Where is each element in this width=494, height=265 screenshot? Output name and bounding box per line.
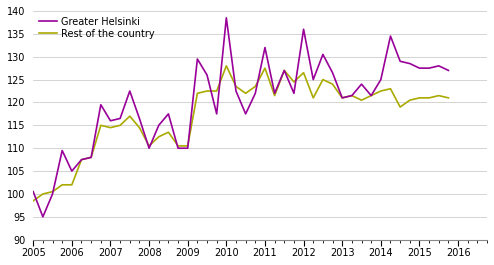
Rest of the country <box>40 192 46 196</box>
Rest of the country <box>69 183 75 186</box>
Greater Helsinki <box>407 62 413 65</box>
Rest of the country <box>98 124 104 127</box>
Greater Helsinki <box>117 117 123 120</box>
Greater Helsinki <box>175 147 181 150</box>
Greater Helsinki <box>349 94 355 97</box>
Greater Helsinki <box>40 215 46 218</box>
Rest of the country <box>214 89 220 92</box>
Greater Helsinki <box>146 147 152 150</box>
Rest of the country <box>359 99 365 102</box>
Rest of the country <box>272 94 278 97</box>
Rest of the country <box>195 92 201 95</box>
Greater Helsinki <box>320 53 326 56</box>
Greater Helsinki <box>368 94 374 97</box>
Rest of the country <box>127 114 133 118</box>
Rest of the country <box>349 94 355 97</box>
Greater Helsinki <box>127 89 133 92</box>
Rest of the country <box>339 96 345 99</box>
Greater Helsinki <box>252 92 258 95</box>
Rest of the country <box>243 92 248 95</box>
Greater Helsinki <box>339 96 345 99</box>
Rest of the country <box>88 156 94 159</box>
Greater Helsinki <box>359 83 365 86</box>
Rest of the country <box>262 67 268 70</box>
Greater Helsinki <box>185 147 191 150</box>
Greater Helsinki <box>59 149 65 152</box>
Greater Helsinki <box>397 60 403 63</box>
Rest of the country <box>301 71 307 74</box>
Rest of the country <box>79 158 84 161</box>
Greater Helsinki <box>233 89 239 92</box>
Rest of the country <box>146 144 152 148</box>
Greater Helsinki <box>272 92 278 95</box>
Greater Helsinki <box>165 112 171 116</box>
Rest of the country <box>320 78 326 81</box>
Legend: Greater Helsinki, Rest of the country: Greater Helsinki, Rest of the country <box>36 14 158 42</box>
Line: Rest of the country: Rest of the country <box>33 66 449 201</box>
Rest of the country <box>397 105 403 109</box>
Rest of the country <box>156 135 162 138</box>
Rest of the country <box>436 94 442 97</box>
Greater Helsinki <box>214 112 220 116</box>
Rest of the country <box>59 183 65 186</box>
Rest of the country <box>368 94 374 97</box>
Greater Helsinki <box>195 58 201 61</box>
Greater Helsinki <box>262 46 268 49</box>
Rest of the country <box>185 144 191 148</box>
Rest of the country <box>165 131 171 134</box>
Greater Helsinki <box>301 28 307 31</box>
Greater Helsinki <box>416 67 422 70</box>
Greater Helsinki <box>98 103 104 106</box>
Greater Helsinki <box>30 190 36 193</box>
Greater Helsinki <box>243 112 248 116</box>
Greater Helsinki <box>426 67 432 70</box>
Greater Helsinki <box>291 92 297 95</box>
Rest of the country <box>223 64 229 67</box>
Greater Helsinki <box>79 158 84 161</box>
Rest of the country <box>175 144 181 148</box>
Rest of the country <box>30 199 36 202</box>
Rest of the country <box>378 89 384 92</box>
Rest of the country <box>204 89 210 92</box>
Rest of the country <box>136 126 142 129</box>
Rest of the country <box>233 85 239 88</box>
Greater Helsinki <box>108 119 114 122</box>
Rest of the country <box>387 87 393 90</box>
Rest of the country <box>281 69 287 72</box>
Rest of the country <box>117 124 123 127</box>
Rest of the country <box>426 96 432 99</box>
Rest of the country <box>310 96 316 99</box>
Greater Helsinki <box>49 192 55 196</box>
Greater Helsinki <box>156 124 162 127</box>
Rest of the country <box>407 99 413 102</box>
Rest of the country <box>291 80 297 83</box>
Line: Greater Helsinki: Greater Helsinki <box>33 18 449 217</box>
Greater Helsinki <box>446 69 452 72</box>
Greater Helsinki <box>223 16 229 19</box>
Rest of the country <box>416 96 422 99</box>
Greater Helsinki <box>310 78 316 81</box>
Greater Helsinki <box>69 170 75 173</box>
Rest of the country <box>329 83 335 86</box>
Greater Helsinki <box>436 64 442 67</box>
Greater Helsinki <box>136 117 142 120</box>
Greater Helsinki <box>281 69 287 72</box>
Greater Helsinki <box>329 71 335 74</box>
Greater Helsinki <box>88 156 94 159</box>
Greater Helsinki <box>387 34 393 38</box>
Rest of the country <box>252 85 258 88</box>
Rest of the country <box>49 190 55 193</box>
Rest of the country <box>446 96 452 99</box>
Greater Helsinki <box>204 73 210 77</box>
Greater Helsinki <box>378 78 384 81</box>
Rest of the country <box>108 126 114 129</box>
